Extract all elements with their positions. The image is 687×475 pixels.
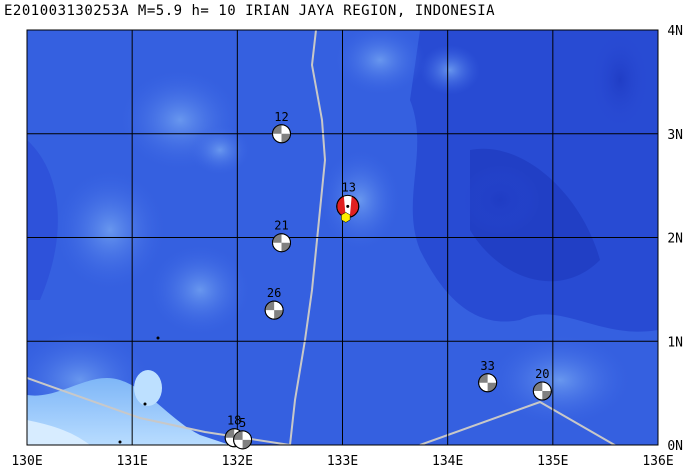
y-axis-labels: 0N 1N 2N 3N 4N bbox=[667, 24, 683, 454]
event-beachball[interactable] bbox=[233, 430, 253, 450]
event-label: 5 bbox=[239, 416, 246, 430]
x-tick-label: 131E bbox=[117, 454, 148, 469]
epicenter-marker bbox=[341, 212, 351, 223]
event-label: 18 bbox=[227, 414, 241, 428]
main-event-beachball[interactable] bbox=[336, 194, 360, 218]
event-beachball[interactable] bbox=[272, 124, 292, 144]
x-tick-label: 130E bbox=[11, 454, 42, 469]
x-tick-label: 134E bbox=[432, 454, 463, 469]
y-tick-label: 4N bbox=[667, 24, 683, 39]
event-label: 21 bbox=[274, 219, 288, 233]
event-beachball[interactable] bbox=[532, 381, 552, 401]
event-label: 12 bbox=[274, 110, 288, 124]
main-event-label: 13 bbox=[342, 180, 356, 194]
x-tick-label: 132E bbox=[222, 454, 253, 469]
plate-boundary bbox=[419, 400, 617, 445]
bathymetry-layer bbox=[27, 30, 658, 445]
y-tick-label: 3N bbox=[667, 128, 683, 143]
y-tick-label: 2N bbox=[667, 232, 683, 247]
y-tick-label: 1N bbox=[667, 335, 683, 350]
plate-boundary bbox=[289, 30, 327, 445]
x-tick-label: 136E bbox=[642, 454, 673, 469]
y-tick-label: 0N bbox=[667, 439, 683, 454]
map-title: E201003130253A M=5.9 h= 10 IRIAN JAYA RE… bbox=[4, 3, 496, 19]
x-axis-labels: 130E 131E 132E 133E 134E 135E 136E bbox=[11, 454, 673, 469]
x-tick-label: 135E bbox=[537, 454, 568, 469]
grid-lines bbox=[27, 30, 658, 445]
x-tick-label: 133E bbox=[327, 454, 358, 469]
event-label: 20 bbox=[535, 367, 549, 381]
events-layer: 12 21 26 33 20 185 13 bbox=[224, 110, 552, 450]
event-label: 33 bbox=[480, 359, 494, 373]
map-frame bbox=[26, 29, 659, 446]
event-label: 26 bbox=[267, 286, 281, 300]
event-beachball[interactable] bbox=[272, 233, 292, 253]
event-beachball[interactable] bbox=[478, 373, 498, 393]
event-beachball[interactable] bbox=[264, 300, 284, 320]
